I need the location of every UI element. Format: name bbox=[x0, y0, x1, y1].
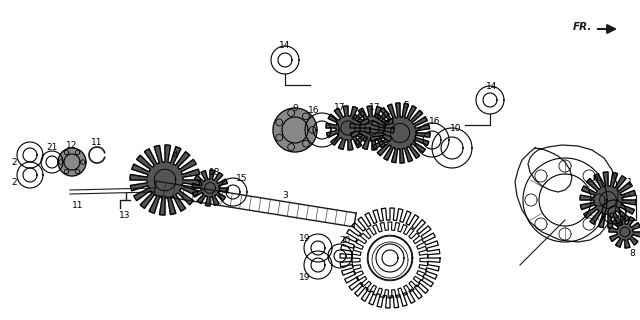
Polygon shape bbox=[326, 106, 370, 150]
Text: 1: 1 bbox=[627, 178, 633, 187]
Text: 13: 13 bbox=[119, 211, 131, 220]
Text: 21: 21 bbox=[46, 142, 58, 151]
Text: 16: 16 bbox=[429, 116, 441, 125]
Polygon shape bbox=[130, 145, 200, 215]
Text: 17: 17 bbox=[369, 102, 381, 111]
Text: 14: 14 bbox=[279, 41, 291, 50]
Text: 2: 2 bbox=[11, 178, 17, 187]
Circle shape bbox=[58, 148, 86, 176]
Polygon shape bbox=[192, 170, 228, 206]
Text: 19: 19 bbox=[300, 234, 311, 243]
Text: 19: 19 bbox=[300, 274, 311, 283]
Text: 17: 17 bbox=[334, 102, 346, 111]
Text: 18: 18 bbox=[209, 167, 221, 177]
Polygon shape bbox=[609, 216, 640, 248]
Text: 14: 14 bbox=[486, 82, 498, 91]
Text: 10: 10 bbox=[451, 124, 461, 132]
Text: 4: 4 bbox=[172, 150, 178, 159]
Polygon shape bbox=[370, 103, 430, 163]
Text: 15: 15 bbox=[236, 173, 248, 182]
Text: 11: 11 bbox=[72, 201, 84, 210]
Text: 12: 12 bbox=[67, 140, 77, 149]
Text: 16: 16 bbox=[308, 106, 320, 115]
Text: 8: 8 bbox=[629, 249, 635, 258]
Text: FR.: FR. bbox=[573, 22, 593, 32]
Polygon shape bbox=[350, 106, 394, 150]
Text: 2: 2 bbox=[11, 157, 17, 166]
Polygon shape bbox=[580, 172, 636, 228]
Text: 9: 9 bbox=[292, 103, 298, 113]
Text: 20: 20 bbox=[339, 236, 351, 244]
Text: 6: 6 bbox=[592, 173, 598, 182]
Text: 5: 5 bbox=[403, 100, 409, 109]
Circle shape bbox=[273, 108, 317, 152]
Text: 7: 7 bbox=[619, 194, 625, 203]
Text: 11: 11 bbox=[92, 138, 103, 147]
Text: 3: 3 bbox=[282, 190, 288, 199]
